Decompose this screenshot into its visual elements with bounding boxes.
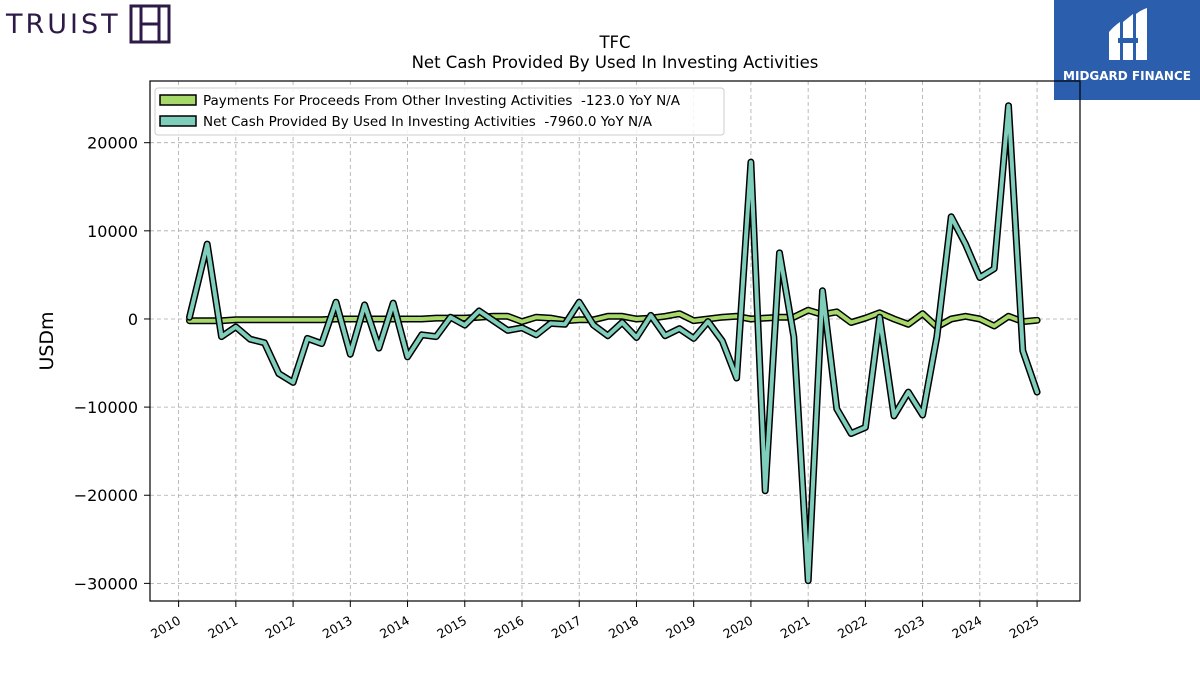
legend: Payments For Proceeds From Other Investi… (154, 87, 725, 136)
series-line-1 (187, 103, 1040, 583)
y-tick-label: −20000 (74, 486, 138, 505)
legend-label-payments: Payments For Proceeds From Other Investi… (203, 93, 681, 109)
legend-swatch-payments (159, 94, 197, 106)
legend-box (154, 87, 725, 136)
legend-label-net-cash: Net Cash Provided By Used In Investing A… (203, 114, 653, 130)
x-axis: 2010 2011 2012 2013 2014 2015 2016 2017 2018 2019… (148, 601, 1042, 642)
y-tick-label: −10000 (74, 398, 138, 417)
x-tick-label: 2011 (205, 613, 240, 642)
y-axis-label: USDm (36, 311, 58, 370)
x-tick-label: 2010 (148, 613, 183, 642)
y-tick-label: 0 (128, 310, 138, 329)
x-tick-label: 2017 (549, 613, 584, 642)
chart-subtitle: Net Cash Provided By Used In Investing A… (412, 53, 819, 72)
chart-title: TFC (598, 33, 630, 52)
x-tick-label: 2014 (377, 613, 412, 642)
x-tick-label: 2018 (606, 613, 641, 642)
series-layer (186, 102, 1041, 585)
y-axis: 20000 10000 0 −10000 −20000 −30000 (74, 134, 150, 593)
legend-swatch-net-cash (159, 115, 197, 127)
x-tick-label: 2020 (720, 613, 755, 642)
x-tick-label: 2019 (663, 613, 698, 642)
x-tick-label: 2013 (320, 613, 355, 642)
y-tick-label: 20000 (87, 134, 138, 153)
x-tick-label: 2015 (434, 613, 469, 642)
x-tick-label: 2021 (778, 613, 813, 642)
x-tick-label: 2016 (491, 613, 526, 642)
x-tick-label: 2025 (1007, 613, 1042, 642)
midgard-logo: MIDGARD FINANCE (1054, 0, 1200, 100)
y-tick-label: 10000 (87, 222, 138, 241)
midgard-logo-text: MIDGARD FINANCE (1063, 69, 1191, 83)
x-tick-label: 2024 (949, 613, 984, 642)
truist-mark-icon (129, 4, 171, 44)
x-tick-label: 2023 (892, 613, 927, 642)
plot-area-frame (149, 80, 1081, 602)
truist-logo: TRUIST (6, 4, 173, 44)
truist-logo-text: TRUIST (6, 8, 121, 40)
grid (150, 81, 1080, 601)
x-tick-label: 2012 (263, 613, 298, 642)
midgard-mark-icon (1109, 8, 1147, 60)
y-tick-label: −30000 (74, 574, 138, 593)
x-tick-label: 2022 (835, 613, 870, 642)
